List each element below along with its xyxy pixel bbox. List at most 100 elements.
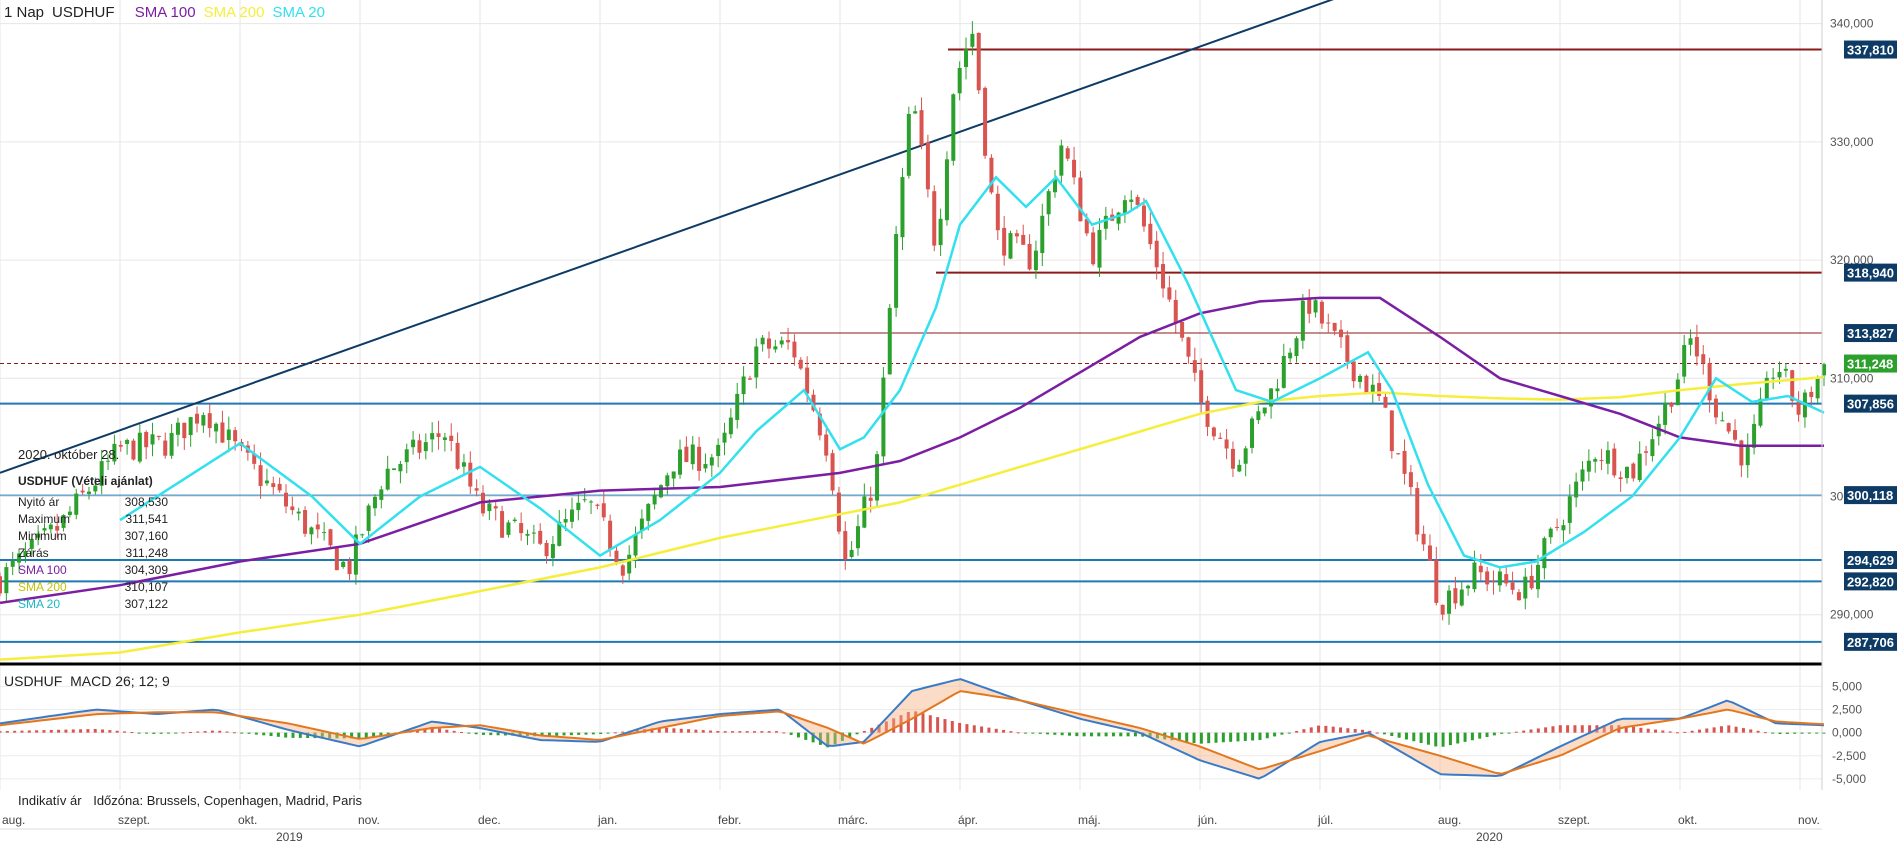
candle-body	[1275, 388, 1280, 392]
macd-histogram-bar	[789, 732, 793, 735]
candle-body	[1637, 453, 1642, 480]
candle-body	[1771, 377, 1776, 379]
candle-body	[86, 491, 91, 494]
candle-body	[207, 413, 212, 429]
candle-body	[163, 440, 168, 456]
macd-histogram-bar	[716, 731, 720, 733]
info-row-low: Minimum 307,160	[18, 528, 168, 545]
candle-body	[538, 530, 543, 544]
info-row-open: Nyitó ár 308,530	[18, 494, 168, 511]
macd-histogram-bar	[833, 732, 837, 745]
macd-histogram-bar	[284, 732, 288, 738]
candle-body	[658, 485, 663, 498]
candle-body	[1237, 464, 1242, 472]
macd-histogram-bar	[188, 731, 192, 733]
macd-histogram-bar	[1229, 732, 1233, 742]
candle-body	[1256, 411, 1261, 421]
macd-histogram-bar	[621, 731, 625, 733]
info-panel: 2020. október 28. USDHUF (Vételi ajánlat…	[18, 447, 168, 613]
candle-body	[150, 434, 155, 445]
candle-body	[169, 432, 174, 456]
macd-histogram-bar	[115, 730, 119, 733]
macd-histogram-bar	[137, 732, 141, 734]
price-level-label: 311,248	[1847, 357, 1893, 372]
candle-body	[1529, 575, 1534, 589]
candle-body	[1453, 588, 1458, 604]
candle-body	[843, 531, 848, 560]
candle-body	[798, 359, 803, 369]
macd-histogram-bar	[1456, 732, 1460, 744]
macd-histogram-bar	[1434, 732, 1438, 747]
candle-body	[137, 432, 142, 462]
candle-body	[1377, 383, 1382, 396]
macd-histogram-bar	[93, 728, 97, 733]
candle-body	[849, 549, 854, 557]
candle-body	[1739, 440, 1744, 466]
candle-body	[42, 528, 47, 531]
candle-body	[10, 560, 15, 567]
info-label: Nyitó ár	[18, 495, 60, 509]
candle-body	[1250, 418, 1255, 448]
macd-histogram-bar	[613, 732, 617, 734]
macd-histogram-bar	[1492, 732, 1496, 736]
macd-histogram-bar	[1397, 732, 1401, 738]
macd-histogram-bar	[1324, 725, 1328, 733]
macd-histogram-bar	[818, 732, 822, 745]
macd-histogram-bar	[1507, 732, 1511, 734]
macd-histogram-bar	[1815, 732, 1819, 734]
price-level-label: 287,706	[1847, 635, 1894, 650]
candle-body	[404, 449, 409, 463]
price-level-badge	[1844, 486, 1897, 505]
macd-histogram-bar	[1551, 726, 1555, 733]
candle-body	[1434, 559, 1439, 603]
candle-body	[442, 437, 447, 441]
candle-body	[99, 461, 104, 486]
macd-tick-label: 2,500	[1832, 702, 1862, 716]
macd-histogram-bar	[782, 732, 786, 734]
price-level-badge	[1844, 40, 1897, 59]
macd-histogram-bar	[914, 711, 918, 733]
candle-body	[1497, 571, 1502, 586]
candle-body	[932, 191, 937, 246]
macd-histogram-bar	[753, 731, 757, 733]
month-label: febr.	[718, 813, 741, 827]
macd-histogram-bar	[569, 732, 573, 736]
macd-histogram-bar	[877, 724, 881, 733]
macd-histogram-bar	[950, 720, 954, 733]
macd-histogram-bar	[1133, 732, 1137, 737]
indicative-price-label: Indikatív ár	[18, 793, 82, 808]
candle-body	[74, 493, 79, 515]
macd-histogram-bar	[386, 732, 390, 735]
macd-histogram-bar	[709, 730, 713, 733]
macd-histogram-bar	[1207, 732, 1211, 744]
macd-histogram-bar	[145, 732, 149, 734]
macd-histogram-bar	[467, 732, 471, 734]
candle-body	[392, 468, 397, 471]
info-instrument: USDHUF (Vételi ajánlat)	[18, 474, 153, 488]
symbol-label: USDHUF	[52, 4, 115, 21]
macd-histogram-bar	[123, 731, 127, 733]
macd-histogram-bar	[1697, 729, 1701, 733]
candle-body	[1008, 233, 1013, 259]
macd-histogram-bar	[49, 729, 53, 733]
candle-body	[569, 509, 574, 522]
candle-body	[506, 522, 511, 535]
candle-body	[773, 346, 778, 350]
macd-histogram-bar	[1763, 732, 1767, 734]
candle-body	[1230, 448, 1235, 469]
macd-histogram-bar	[965, 724, 969, 733]
candle-body	[544, 542, 549, 557]
candle-body	[156, 435, 161, 438]
macd-histogram-bar	[1280, 732, 1284, 735]
sma200-line	[0, 375, 1825, 661]
macd-histogram-bar	[1639, 727, 1643, 733]
candle-body	[1078, 177, 1083, 222]
price-level-badge	[1844, 572, 1897, 591]
candle-body	[1701, 354, 1706, 364]
candle-body	[493, 506, 498, 509]
candle-body	[525, 533, 530, 536]
price-level-badge	[1844, 394, 1897, 413]
candle-body	[1542, 538, 1547, 569]
macd-histogram-bar	[958, 722, 962, 733]
macd-histogram-bar	[884, 721, 888, 733]
